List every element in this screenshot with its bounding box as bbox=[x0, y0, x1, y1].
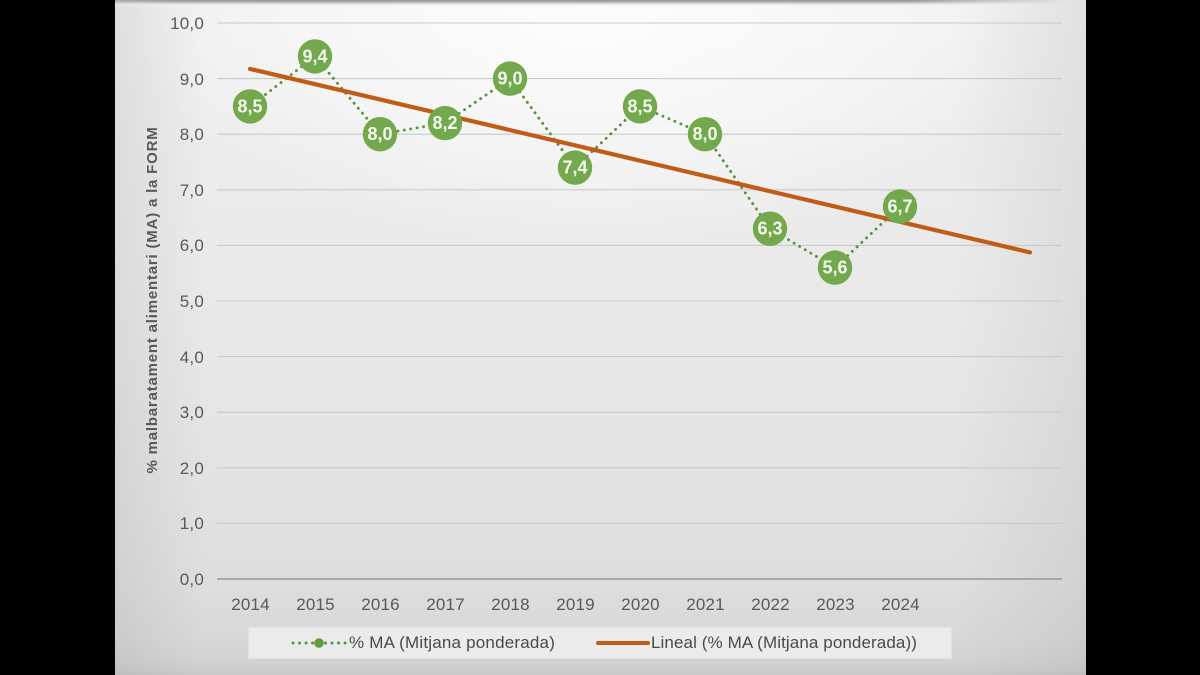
svg-text:8,5: 8,5 bbox=[237, 96, 262, 116]
svg-text:6,3: 6,3 bbox=[757, 219, 782, 239]
svg-text:8,0: 8,0 bbox=[692, 124, 717, 144]
svg-text:8,2: 8,2 bbox=[432, 113, 457, 133]
svg-text:6,7: 6,7 bbox=[887, 197, 912, 217]
svg-text:8,5: 8,5 bbox=[627, 96, 652, 116]
svg-text:9,4: 9,4 bbox=[302, 46, 327, 66]
svg-text:7,4: 7,4 bbox=[562, 158, 587, 178]
svg-text:5,6: 5,6 bbox=[822, 258, 847, 278]
svg-text:8,0: 8,0 bbox=[367, 124, 392, 144]
svg-text:9,0: 9,0 bbox=[497, 69, 522, 89]
